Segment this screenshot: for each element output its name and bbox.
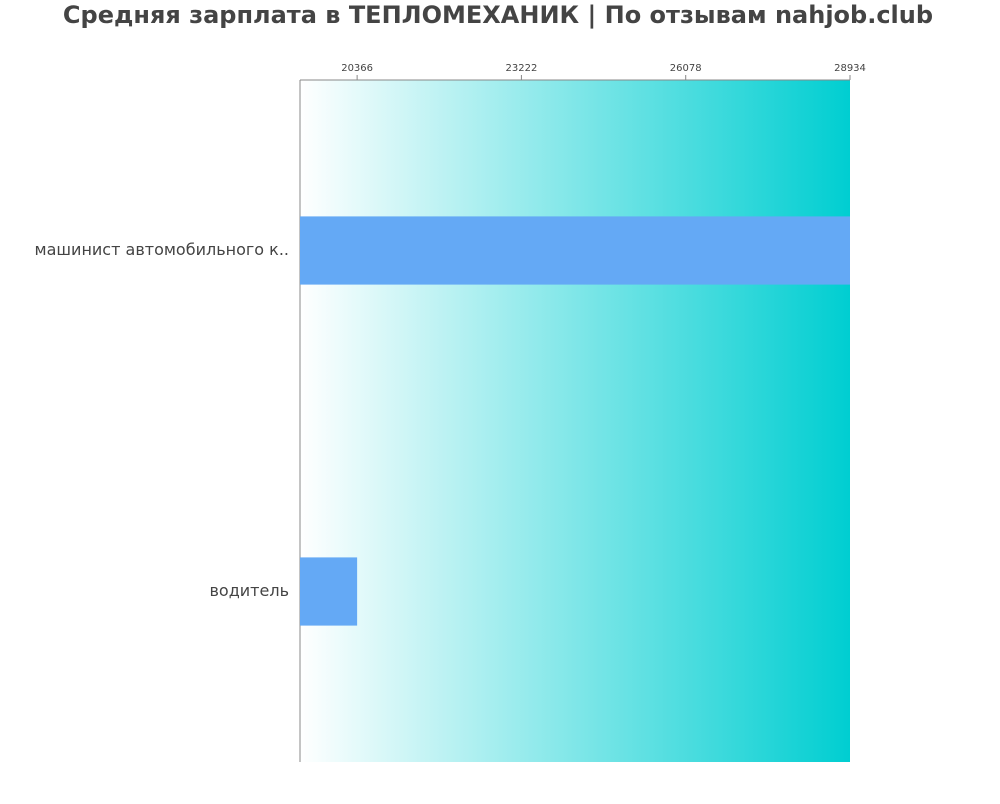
- bar: [300, 216, 850, 285]
- x-tick-label: 26078: [670, 63, 702, 74]
- x-tick-label: 28934: [834, 63, 866, 74]
- y-tick-label: водитель: [210, 581, 290, 600]
- x-tick-label: 20366: [341, 63, 373, 74]
- y-tick-label: машинист автомобильного к..: [35, 240, 289, 259]
- bar: [300, 557, 358, 626]
- chart-title: Средняя зарплата в ТЕПЛОМЕХАНИК | По отз…: [63, 1, 933, 29]
- plot-background: [300, 80, 850, 762]
- x-tick-label: 23222: [506, 63, 538, 74]
